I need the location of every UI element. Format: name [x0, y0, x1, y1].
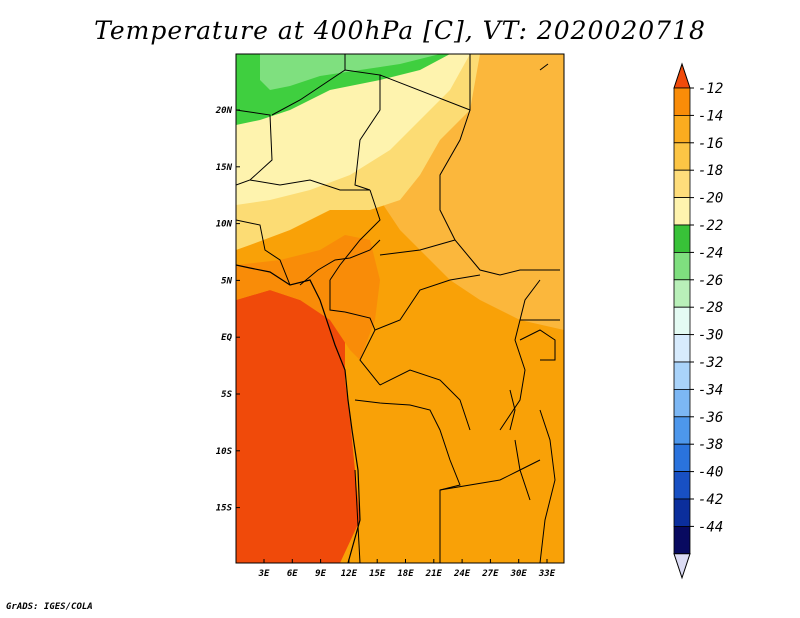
- colorbar-bottom-arrow: [673, 553, 691, 580]
- colorbar-swatch: [673, 87, 691, 116]
- colorbar-label: -44: [698, 519, 723, 535]
- x-tick-label: 12E: [341, 569, 358, 579]
- x-tick-label: 33E: [538, 569, 556, 579]
- colorbar-label: -36: [698, 410, 723, 426]
- colorbar-swatch: [673, 224, 691, 253]
- colorbar-label: -42: [698, 492, 723, 508]
- colorbar-swatch: [673, 197, 691, 226]
- field-m26-top-light-green: [260, 54, 440, 90]
- colorbar-label: -30: [698, 328, 723, 344]
- colorbar-label: -16: [698, 136, 723, 152]
- colorbar-swatch: [673, 279, 691, 308]
- field-m14-gulf: [236, 235, 380, 360]
- y-tick-label: 5N: [221, 276, 232, 286]
- x-tick-label: 21E: [425, 569, 443, 579]
- y-tick-label: 20N: [215, 106, 233, 116]
- x-tick-label: 6E: [287, 569, 298, 579]
- colorbar-swatch: [673, 443, 691, 473]
- colorbar-label: -12: [698, 81, 723, 97]
- colorbar-label: -32: [698, 355, 723, 371]
- temperature-field: [236, 54, 564, 563]
- colorbar-swatch: [673, 306, 691, 336]
- grads-credit: GrADS: IGES/COLA: [6, 602, 93, 612]
- colorbar-top-arrow: [673, 62, 691, 89]
- y-tick-label: EQ: [221, 333, 232, 343]
- y-tick-label: 15N: [216, 163, 233, 173]
- colorbar-label: -20: [698, 191, 723, 207]
- colorbar-swatch: [673, 416, 691, 445]
- colorbar-label: -28: [698, 300, 723, 316]
- y-tick-label: 10N: [216, 220, 233, 230]
- y-tick-label: 10S: [216, 447, 233, 457]
- y-tick-label: 5S: [221, 390, 232, 400]
- x-tick-label: 30E: [510, 569, 528, 579]
- x-tick-label: 3E: [258, 569, 270, 579]
- colorbar-swatch: [673, 334, 691, 363]
- colorbar-label: -18: [698, 163, 723, 179]
- colorbar-swatch: [673, 169, 691, 198]
- country-borders: [236, 54, 560, 563]
- x-tick-label: 24E: [453, 569, 471, 579]
- colorbar: -12 -14 -16 -18 -20 -22 -24 -26 -28 -30 -32 -34 -36 -…: [673, 62, 723, 580]
- colorbar-swatch: [673, 115, 691, 144]
- colorbar-swatch: [673, 251, 691, 281]
- colorbar-swatch: [673, 498, 691, 527]
- colorbar-label: -14: [698, 108, 723, 124]
- colorbar-swatch: [673, 361, 691, 390]
- x-axis: 3E 6E 9E 12E 15E 18E 21E 24E 27E 30E 33E: [258, 559, 556, 579]
- y-axis: 20N 15N 10N 5N EQ 5S 10S 15S: [215, 106, 240, 514]
- colorbar-label: -24: [698, 245, 723, 261]
- colorbar-swatch: [673, 471, 691, 500]
- colorbar-label: -22: [698, 218, 723, 234]
- x-tick-label: 27E: [481, 569, 499, 579]
- colorbar-swatch: [673, 526, 691, 555]
- colorbar-label: -38: [698, 437, 723, 453]
- colorbar-swatch: [673, 142, 691, 171]
- x-tick-label: 15E: [369, 569, 386, 579]
- colorbar-label: -26: [698, 273, 723, 289]
- x-tick-label: 18E: [397, 569, 414, 579]
- map-frame: [235, 53, 565, 564]
- colorbar-label: -34: [698, 382, 723, 398]
- y-tick-label: 15S: [216, 504, 233, 514]
- colorbar-label: -40: [698, 465, 723, 481]
- colorbar-swatch: [673, 388, 691, 418]
- x-tick-label: 9E: [315, 569, 326, 579]
- map-title: Temperature at 400hPa [C], VT: 202002071…: [94, 16, 706, 45]
